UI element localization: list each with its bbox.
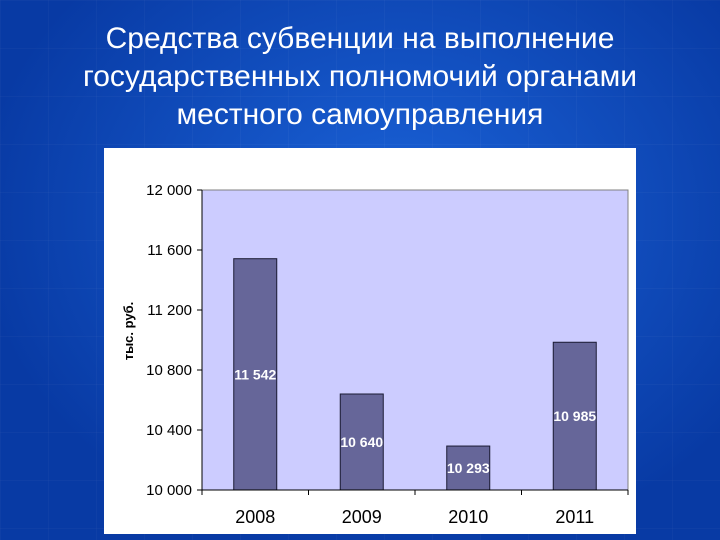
data-label: 10 293	[447, 460, 490, 476]
y-tick-label: 10 000	[146, 482, 192, 499]
y-tick-label: 10 800	[146, 362, 192, 379]
bar-chart: 10 000 10 400 10 800 11 200 11 600 12 000 200…	[121, 182, 629, 527]
y-tick-label: 11 200	[147, 302, 192, 319]
x-tick-label: 2008	[235, 507, 275, 527]
data-label: 11 542	[234, 366, 276, 382]
data-label: 10 640	[340, 434, 383, 450]
y-tick-label: 12 000	[146, 182, 192, 199]
x-tick-label: 2009	[342, 507, 382, 527]
data-labels: 11 542 10 640 10 293 10 985	[234, 366, 596, 476]
chart-panel: 10 000 10 400 10 800 11 200 11 600 12 000 200…	[104, 148, 636, 534]
bar-2011	[552, 341, 597, 491]
x-axis-ticks: 2008 2009 2010 2011	[201, 490, 629, 527]
y-tick-label: 10 400	[146, 422, 192, 439]
y-axis-label: тыс. руб.	[121, 302, 136, 361]
data-label: 10 985	[553, 408, 596, 424]
bars	[233, 258, 597, 491]
bar-2009	[339, 393, 384, 491]
bar-2008	[233, 258, 278, 491]
x-tick-label: 2010	[448, 507, 488, 527]
bar-2010	[446, 445, 491, 491]
slide-title: Средства субвенции на выполнение государ…	[82, 22, 638, 131]
x-tick-label: 2011	[555, 507, 594, 527]
y-axis-ticks: 10 000 10 400 10 800 11 200 11 600 12 000	[146, 182, 202, 499]
y-tick-label: 11 600	[147, 242, 192, 259]
